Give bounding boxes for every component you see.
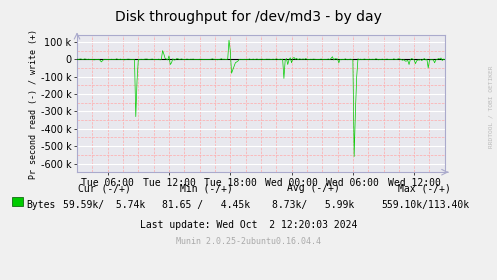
Text: 81.65 /   4.45k: 81.65 / 4.45k <box>162 200 250 210</box>
Text: Max (-/+): Max (-/+) <box>399 183 451 193</box>
Text: Bytes: Bytes <box>26 200 56 210</box>
Text: 8.73k/   5.99k: 8.73k/ 5.99k <box>272 200 354 210</box>
Text: Munin 2.0.25-2ubuntu0.16.04.4: Munin 2.0.25-2ubuntu0.16.04.4 <box>176 237 321 246</box>
Text: 559.10k/113.40k: 559.10k/113.40k <box>381 200 469 210</box>
Text: Avg (-/+): Avg (-/+) <box>287 183 339 193</box>
Text: Last update: Wed Oct  2 12:20:03 2024: Last update: Wed Oct 2 12:20:03 2024 <box>140 220 357 230</box>
Text: Min (-/+): Min (-/+) <box>180 183 233 193</box>
Text: 59.59k/  5.74k: 59.59k/ 5.74k <box>63 200 146 210</box>
Text: Cur (-/+): Cur (-/+) <box>78 183 131 193</box>
Text: RRDTOOL / TOBI OETIKER: RRDTOOL / TOBI OETIKER <box>489 65 494 148</box>
Text: Disk throughput for /dev/md3 - by day: Disk throughput for /dev/md3 - by day <box>115 10 382 24</box>
Y-axis label: Pr second read (-) / write (+): Pr second read (-) / write (+) <box>29 29 38 179</box>
